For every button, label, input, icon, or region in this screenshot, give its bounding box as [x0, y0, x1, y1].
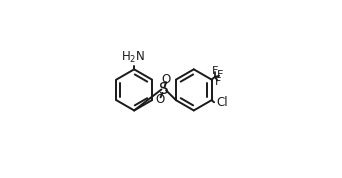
Text: F: F [215, 77, 221, 87]
Text: S: S [159, 82, 169, 97]
Text: O: O [162, 73, 171, 86]
Text: O: O [156, 93, 165, 106]
Text: Cl: Cl [216, 96, 227, 109]
Text: F: F [217, 70, 224, 80]
Text: H$_2$N: H$_2$N [121, 50, 146, 65]
Text: F: F [212, 66, 218, 76]
